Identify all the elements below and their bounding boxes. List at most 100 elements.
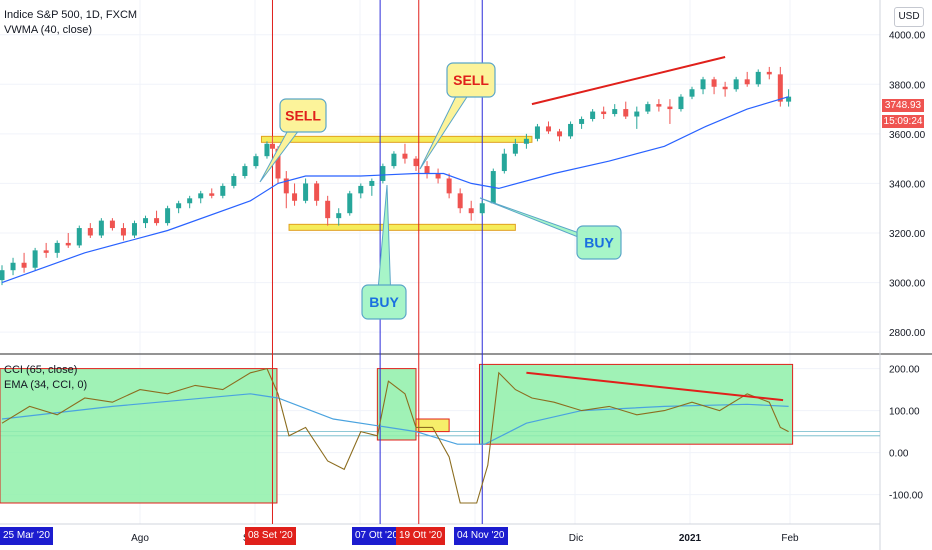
candle-body: [292, 193, 298, 201]
candle-body: [369, 180, 375, 186]
vwma-legend[interactable]: VWMA (40, close): [4, 24, 93, 36]
sell-callout-2-label: SELL: [453, 72, 489, 88]
price-tick-label: 4000.00: [889, 31, 926, 42]
candle-body: [766, 71, 772, 75]
candle-body: [601, 111, 607, 115]
sell-callout-1-label: SELL: [285, 108, 321, 124]
candle-body: [98, 220, 104, 236]
sell-callout-2-box: [446, 62, 496, 98]
cci-legend[interactable]: CCI (65, close): [4, 364, 78, 376]
candle-body: [656, 104, 662, 107]
resistance-bar: [260, 135, 533, 143]
candle-body: [667, 106, 673, 110]
candle-body: [143, 218, 149, 224]
candle-body: [545, 126, 551, 132]
candle-body: [76, 228, 82, 246]
buy-callout-2-box: [576, 225, 622, 260]
candle-body: [744, 79, 750, 85]
candle-body: [54, 242, 60, 253]
candle-body: [32, 250, 38, 268]
cci-line: [1, 367, 789, 504]
candle-body: [590, 111, 596, 119]
time-tick-label: Dic: [569, 533, 583, 544]
time-tick-label: Ago: [131, 533, 149, 544]
indicator-legend: CCI (65, close) EMA (34, CCI, 0): [4, 363, 87, 393]
candle-body: [314, 183, 320, 201]
candle-body: [435, 173, 441, 179]
candle-body: [512, 143, 518, 154]
candle-body: [154, 218, 160, 224]
candle-body: [198, 193, 204, 199]
candle-body: [231, 176, 237, 186]
candle-body: [700, 79, 706, 90]
candle-body: [689, 89, 695, 97]
candle-body: [523, 138, 529, 144]
candle-body: [755, 71, 761, 85]
candle-body: [534, 126, 540, 139]
cci-trend-line: [526, 371, 784, 402]
candle-body: [283, 178, 289, 194]
price-tick-label: 3600.00: [889, 130, 926, 141]
ema-legend[interactable]: EMA (34, CCI, 0): [4, 379, 88, 391]
symbol-title[interactable]: Indice S&P 500, 1D, FXCM: [4, 9, 138, 21]
date-tag-07-ott: 07 Ott '20: [352, 527, 402, 545]
candle-body: [275, 148, 281, 179]
currency-button[interactable]: USD: [894, 7, 924, 27]
cci-tick-label: 200.00: [889, 365, 920, 376]
sell-callout-1-box: [279, 98, 327, 133]
candle-body: [568, 123, 574, 137]
candle-body: [777, 74, 783, 102]
candle-body: [269, 143, 275, 149]
cci-zone-2: [376, 368, 417, 441]
candle-body: [220, 185, 226, 196]
annotation-callouts: SELL SELL BUY BUY: [259, 62, 622, 320]
candlestick-series: [0, 66, 792, 286]
date-tag-19-ott: 19 Ott '20: [396, 527, 446, 545]
candle-body: [209, 193, 215, 196]
axes: 2800.00 3000.00 3200.00 3400.00 3600.00 3800.…: [131, 31, 925, 544]
cci-zone-yellow: [415, 418, 450, 433]
last-price-tag: 3748.93: [882, 99, 924, 112]
cci-tick-label: 0.00: [889, 449, 909, 460]
candle-body: [21, 262, 27, 268]
time-tick-label: 2021: [679, 533, 702, 544]
date-tag-04-nov: 04 Nov '20: [454, 527, 508, 545]
candle-body: [612, 109, 618, 115]
candle-body: [634, 111, 640, 117]
candle-body: [678, 96, 684, 110]
price-tick-label: 3200.00: [889, 229, 926, 240]
candle-body: [109, 220, 115, 229]
candle-body: [479, 203, 485, 214]
candle-body: [786, 96, 792, 102]
candle-body: [424, 166, 430, 174]
cci-tick-label: 100.00: [889, 407, 920, 418]
candle-body: [380, 166, 386, 181]
candle-body: [120, 228, 126, 236]
candle-body: [253, 156, 259, 167]
candle-body: [722, 86, 728, 90]
candle-body: [325, 200, 331, 219]
candle-body: [165, 208, 171, 224]
price-trend-line: [531, 56, 726, 106]
candle-body: [131, 223, 137, 236]
candle-body: [303, 183, 309, 201]
price-tick-label: 3800.00: [889, 80, 926, 91]
candle-body: [0, 270, 5, 281]
main-legend: Indice S&P 500, 1D, FXCM VWMA (40, close…: [4, 8, 137, 38]
candle-body: [176, 203, 182, 209]
candle-body: [623, 109, 629, 117]
candle-body: [242, 166, 248, 176]
candle-body: [187, 198, 193, 204]
candle-body: [402, 153, 408, 159]
candle-body: [358, 185, 364, 194]
date-tag-08-set: 08 Set '20: [245, 527, 296, 545]
candle-body: [457, 193, 463, 209]
candle-body: [446, 178, 452, 194]
candle-body: [501, 153, 507, 172]
vwma-line: [1, 96, 789, 284]
price-tick-label: 3000.00: [889, 279, 926, 290]
buy-callout-2-label: BUY: [584, 235, 614, 251]
ema-line: [1, 393, 789, 445]
buy-callout-1-label: BUY: [369, 294, 399, 310]
